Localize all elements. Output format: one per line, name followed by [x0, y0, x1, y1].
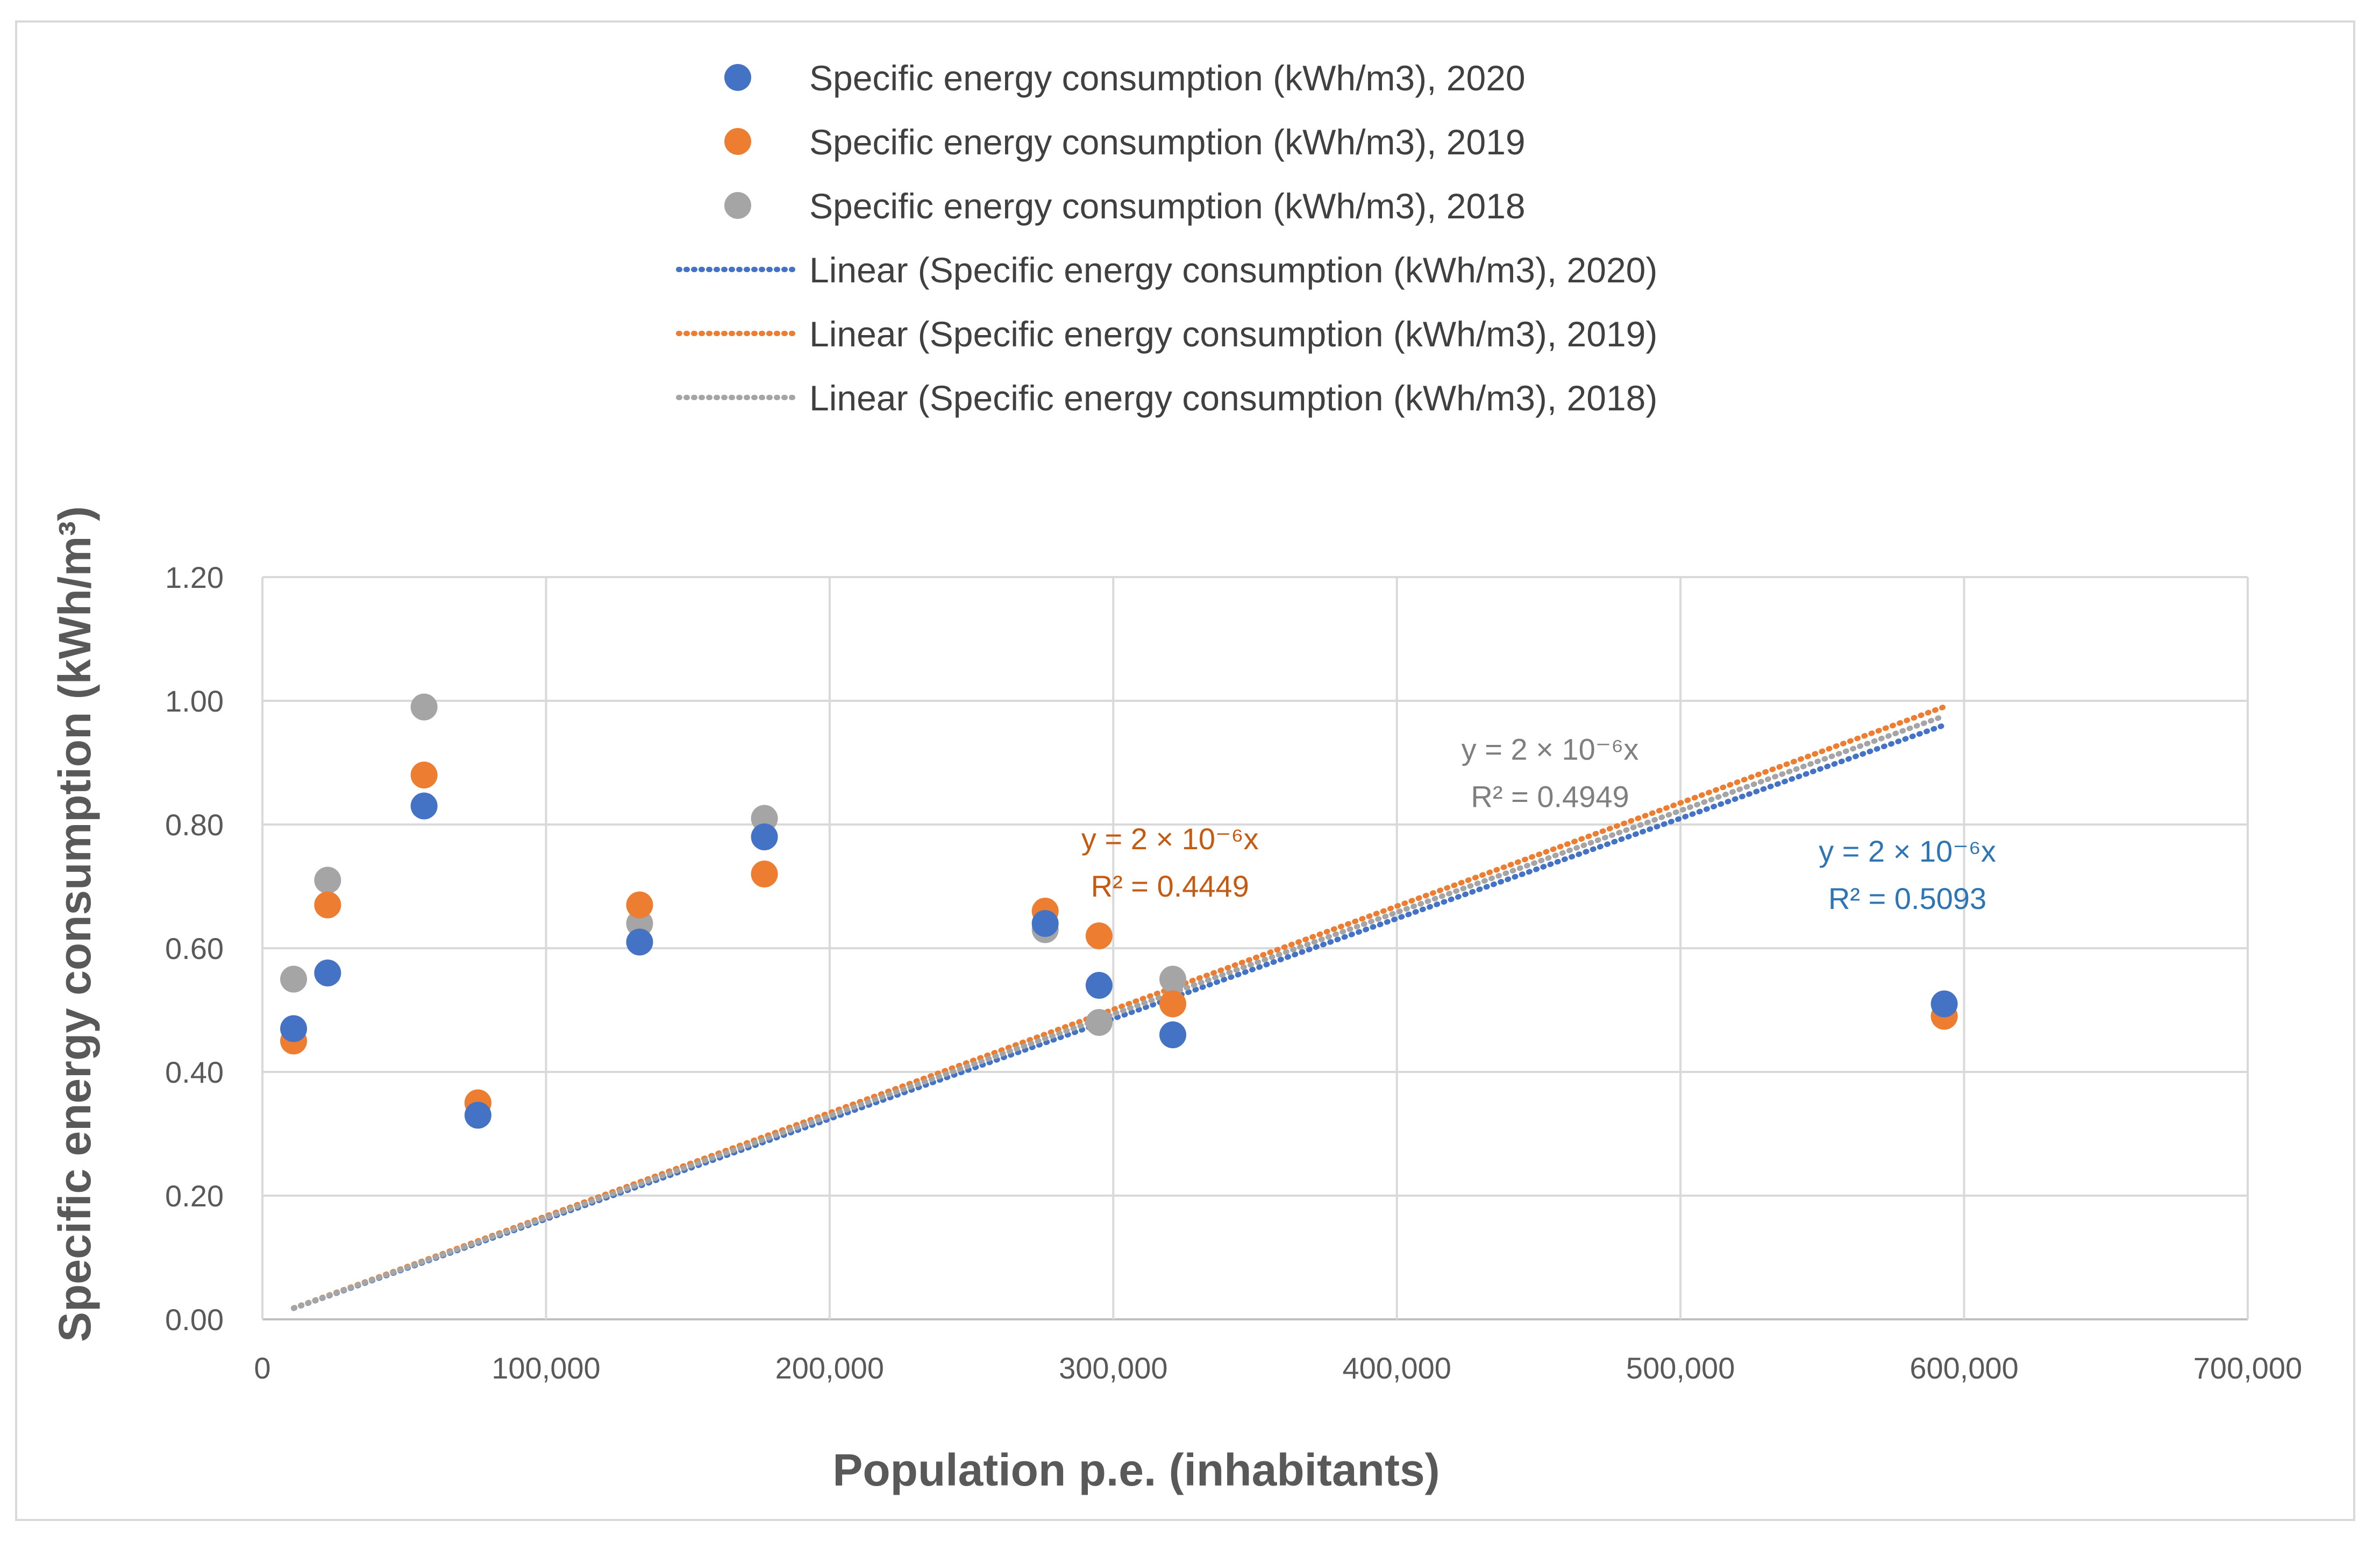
trendline-equation: y = 2 × 10⁻⁶x [1462, 732, 1639, 766]
x-tick-label: 200,000 [775, 1351, 884, 1385]
gridlines [261, 576, 2249, 1320]
legend-entry-specific-energy-consumption-kwh-m3-2020: Specific energy consumption (kWh/m3), 20… [724, 58, 1526, 98]
data-point [314, 891, 341, 919]
data-point [410, 762, 438, 788]
data-points [280, 693, 1958, 1129]
data-point [1085, 972, 1113, 999]
data-point [626, 910, 653, 937]
y-tick-label: 1.20 [165, 560, 224, 594]
legend-entry-linear-specific-energy-consumption-kwh-m3-2018: Linear (Specific energy consumption (kWh… [676, 378, 1657, 418]
x-axis-title: Population p.e. (inhabitants) [832, 1445, 1440, 1495]
data-point [751, 861, 778, 887]
trendline-equation: y = 2 × 10⁻⁶x [1081, 822, 1259, 856]
x-tick-label: 100,000 [491, 1351, 600, 1385]
chart-frame [15, 20, 2355, 1521]
data-point [410, 792, 438, 820]
data-point [1159, 965, 1187, 993]
x-tick-label: 700,000 [2193, 1351, 2302, 1385]
legend-label: Linear (Specific energy consumption (kWh… [809, 250, 1657, 290]
data-point [1159, 1021, 1187, 1048]
legend-label: Linear (Specific energy consumption (kWh… [809, 378, 1657, 418]
legend-marker [724, 128, 751, 155]
data-point [280, 1015, 308, 1042]
data-point [1031, 910, 1059, 937]
data-point [464, 1102, 491, 1129]
x-tick-label: 400,000 [1342, 1351, 1451, 1385]
legend-entry-specific-energy-consumption-kwh-m3-2018: Specific energy consumption (kWh/m3), 20… [724, 186, 1526, 226]
data-point [751, 823, 778, 850]
tick-labels: 0 100,000 200,000 300,000 400,000 500,000 600,… [165, 560, 2302, 1385]
trendline-r-squared: R² = 0.4949 [1471, 779, 1629, 813]
y-tick-label: 0.20 [165, 1179, 224, 1213]
series-specific-energy-consumption-kwh-m3-2019 [280, 762, 1958, 1117]
legend-label: Linear (Specific energy consumption (kWh… [809, 314, 1657, 354]
data-point [410, 693, 438, 721]
x-tick-label: 600,000 [1909, 1351, 2018, 1385]
x-tick-label: 500,000 [1626, 1351, 1735, 1385]
trendlines [291, 704, 1947, 1311]
data-point [1085, 922, 1113, 949]
y-tick-label: 0.00 [165, 1303, 224, 1337]
legend-label: Specific energy consumption (kWh/m3), 20… [809, 186, 1526, 226]
data-point [626, 891, 653, 919]
legend-label: Specific energy consumption (kWh/m3), 20… [809, 58, 1526, 98]
legend-entry-specific-energy-consumption-kwh-m3-2019: Specific energy consumption (kWh/m3), 20… [724, 122, 1526, 162]
y-tick-label: 0.80 [165, 808, 224, 842]
data-point [314, 866, 341, 894]
data-point [1085, 1009, 1113, 1036]
data-point [626, 928, 653, 956]
x-tick-label: 0 [254, 1351, 270, 1385]
trendline-r-squared: R² = 0.4449 [1091, 869, 1249, 903]
x-tick-label: 300,000 [1059, 1351, 1167, 1385]
legend: Specific energy consumption (kWh/m3), 20… [676, 58, 1657, 418]
legend-entry-linear-specific-energy-consumption-kwh-m3-2019: Linear (Specific energy consumption (kWh… [676, 314, 1657, 354]
series-specific-energy-consumption-kwh-m3-2020 [280, 792, 1958, 1129]
y-axis-title: Specific energy consumption (kWh/m³) [49, 506, 100, 1342]
data-point [280, 965, 308, 993]
trendline-equation: y = 2 × 10⁻⁶x [1819, 834, 1996, 868]
data-point [751, 805, 778, 832]
trendline-linear-specific-energy-consumption-kwh-m3-2018 [291, 713, 1947, 1311]
legend-marker [724, 64, 751, 91]
trendline-r-squared: R² = 0.5093 [1828, 882, 1986, 915]
y-tick-label: 1.00 [165, 684, 224, 718]
legend-entry-linear-specific-energy-consumption-kwh-m3-2020: Linear (Specific energy consumption (kWh… [676, 250, 1657, 290]
y-tick-label: 0.40 [165, 1055, 224, 1089]
series-specific-energy-consumption-kwh-m3-2018 [280, 693, 1958, 1117]
data-point [1159, 990, 1187, 1018]
legend-label: Specific energy consumption (kWh/m3), 20… [809, 122, 1526, 162]
y-tick-label: 0.60 [165, 932, 224, 965]
trendline-annotations: y = 2 × 10⁻⁶x R² = 0.5093 y = 2 × 10⁻⁶x R² … [1081, 732, 1996, 915]
legend-marker [724, 192, 751, 219]
data-point [1930, 990, 1958, 1018]
data-point [314, 960, 341, 986]
